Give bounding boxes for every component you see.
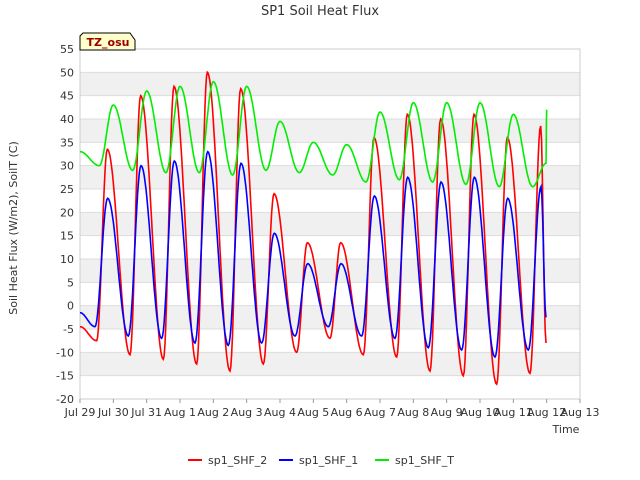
x-tick-label: Jul 30 bbox=[97, 406, 129, 419]
x-tick-label: Aug 6 bbox=[331, 406, 363, 419]
y-axis-ticks: -20 -15 -10 -5 0 5 10 15 20 25 30 35 40 45 50 55 bbox=[56, 43, 74, 406]
x-tick-label: Aug 11 bbox=[494, 406, 533, 419]
x-axis-ticks: Jul 29 Jul 30 Jul 31 Aug 1 Aug 2 Aug 3 Aug 4 Au… bbox=[64, 399, 600, 419]
y-tick-label: 10 bbox=[60, 253, 74, 266]
y-tick-label: 20 bbox=[60, 206, 74, 219]
plot-frame bbox=[79, 48, 581, 400]
series-lines bbox=[79, 70, 548, 386]
x-tick-label: Aug 13 bbox=[561, 406, 600, 419]
y-tick-label: 25 bbox=[60, 183, 74, 196]
legend-label: sp1_SHF_2 bbox=[208, 454, 267, 467]
tz-annotation: TZ_osu bbox=[79, 32, 136, 51]
x-tick-label: Aug 5 bbox=[297, 406, 329, 419]
x-tick-label: Aug 1 bbox=[164, 406, 196, 419]
series-line-sp1-shf-1 bbox=[79, 150, 547, 359]
y-tick-label: 55 bbox=[60, 43, 74, 56]
legend: sp1_SHF_2 sp1_SHF_1 sp1_SHF_T bbox=[188, 454, 454, 467]
series-line-sp1-shf-t bbox=[80, 80, 548, 188]
y-tick-label: 15 bbox=[60, 230, 74, 243]
y-tick-label: 50 bbox=[60, 66, 74, 79]
tz-annotation-label: TZ_osu bbox=[87, 36, 130, 49]
x-tick-label: Aug 7 bbox=[364, 406, 396, 419]
plot-band bbox=[80, 352, 580, 376]
x-tick-label: Aug 9 bbox=[431, 406, 463, 419]
plot-band bbox=[80, 259, 580, 283]
legend-label: sp1_SHF_T bbox=[395, 454, 454, 467]
y-tick-label: 0 bbox=[67, 300, 74, 313]
chart-title: SP1 Soil Heat Flux bbox=[261, 4, 379, 19]
plot-band bbox=[80, 72, 580, 96]
y-tick-label: -10 bbox=[56, 346, 74, 359]
y-tick-label: 45 bbox=[60, 90, 74, 103]
x-tick-label: Aug 10 bbox=[461, 406, 500, 419]
x-tick-label: Aug 8 bbox=[397, 406, 429, 419]
x-tick-label: Aug 2 bbox=[197, 406, 229, 419]
x-tick-label: Aug 3 bbox=[231, 406, 263, 419]
x-tick-label: Aug 4 bbox=[264, 406, 296, 419]
y-tick-label: 40 bbox=[60, 113, 74, 126]
y-axis-label: Soil Heat Flux (W/m2), SoilT (C) bbox=[7, 141, 20, 314]
x-tick-label: Jul 29 bbox=[64, 406, 96, 419]
plot-band bbox=[80, 212, 580, 236]
y-tick-label: -5 bbox=[63, 323, 74, 336]
y-tick-label: -15 bbox=[56, 370, 74, 383]
x-axis-label: Time bbox=[552, 423, 580, 436]
y-tick-label: 35 bbox=[60, 136, 74, 149]
legend-label: sp1_SHF_1 bbox=[299, 454, 358, 467]
y-tick-label: 5 bbox=[67, 276, 74, 289]
tz-annotation-box bbox=[79, 32, 136, 51]
x-tick-label: Jul 31 bbox=[130, 406, 162, 419]
x-tick-label: Aug 12 bbox=[527, 406, 566, 419]
y-tick-label: -20 bbox=[56, 393, 74, 406]
y-tick-label: 30 bbox=[60, 160, 74, 173]
